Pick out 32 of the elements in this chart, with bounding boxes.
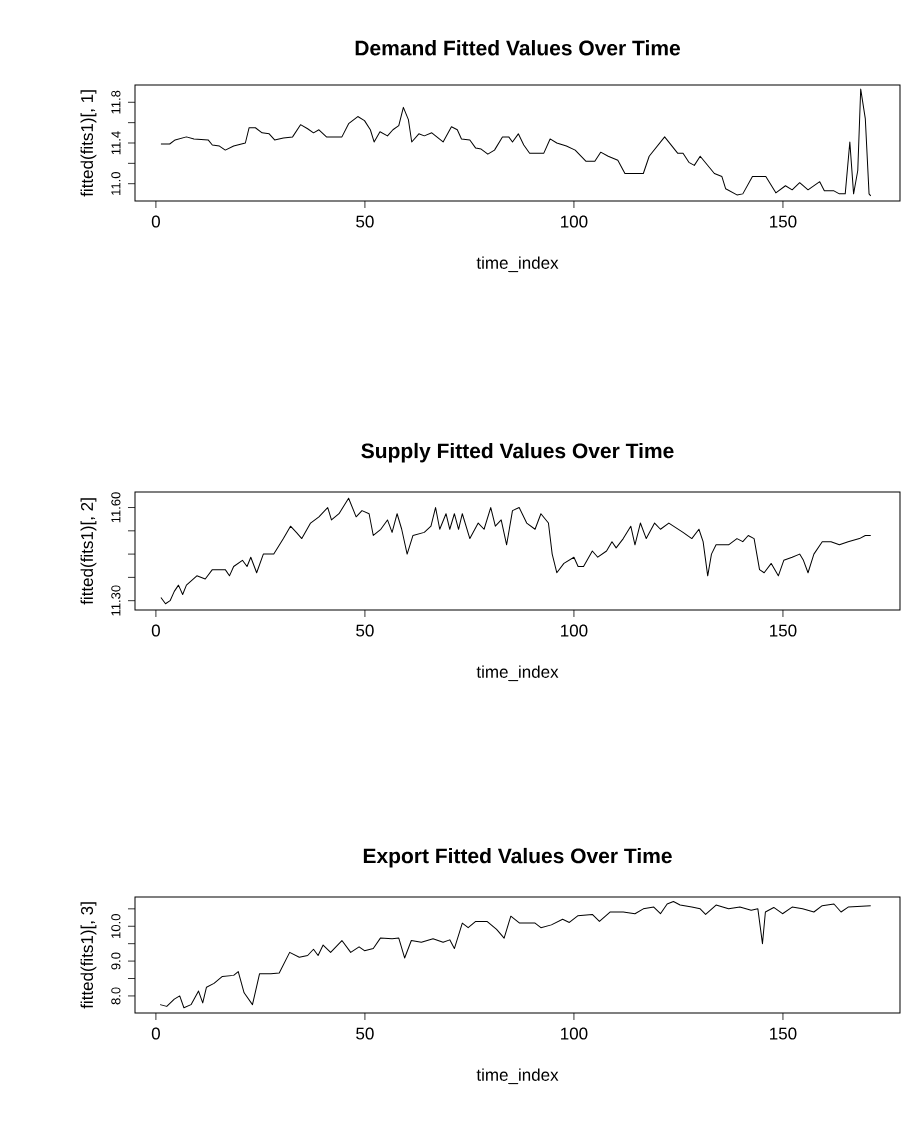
y-axis-title: fitted(fits1)[, 2] [80, 498, 97, 605]
x-axis-title: time_index [476, 1068, 559, 1085]
x-tick-label: 0 [151, 624, 160, 637]
x-tick-label: 50 [356, 215, 374, 228]
y-axis-title: fitted(fits1)[, 3] [80, 902, 97, 1009]
x-tick-label: 150 [770, 624, 797, 637]
x-axis-title: time_index [476, 665, 559, 682]
line-series [160, 88, 872, 197]
y-tick-label: 10.0 [111, 914, 121, 938]
y-tick-label: 11.0 [111, 172, 121, 195]
x-tick-label: 100 [561, 1027, 588, 1040]
x-tick-label: 0 [151, 215, 160, 228]
x-tick-label: 100 [561, 215, 588, 228]
line-series [160, 497, 872, 605]
y-tick-label: 8.0 [111, 987, 121, 1005]
x-tick-label: 50 [356, 1027, 374, 1040]
y-tick-label: 11.30 [111, 585, 121, 616]
chart-title: Export Fitted Values Over Time [363, 847, 672, 868]
x-tick-label: 150 [770, 1027, 797, 1040]
line-series [159, 901, 872, 1009]
y-tick-label: 11.4 [111, 131, 121, 155]
x-axis-title: time_index [476, 256, 559, 273]
y-tick-label: 11.60 [111, 492, 121, 523]
x-tick-label: 50 [356, 624, 374, 637]
x-tick-label: 0 [151, 1027, 160, 1040]
chart-title: Supply Fitted Values Over Time [361, 442, 674, 463]
chart-title: Demand Fitted Values Over Time [355, 40, 680, 56]
y-axis-title: fitted(fits1)[, 1] [80, 90, 97, 197]
x-tick-label: 100 [561, 624, 588, 637]
y-tick-label: 9.0 [111, 952, 121, 970]
y-tick-label: 11.8 [111, 90, 121, 114]
x-tick-label: 150 [770, 215, 797, 228]
